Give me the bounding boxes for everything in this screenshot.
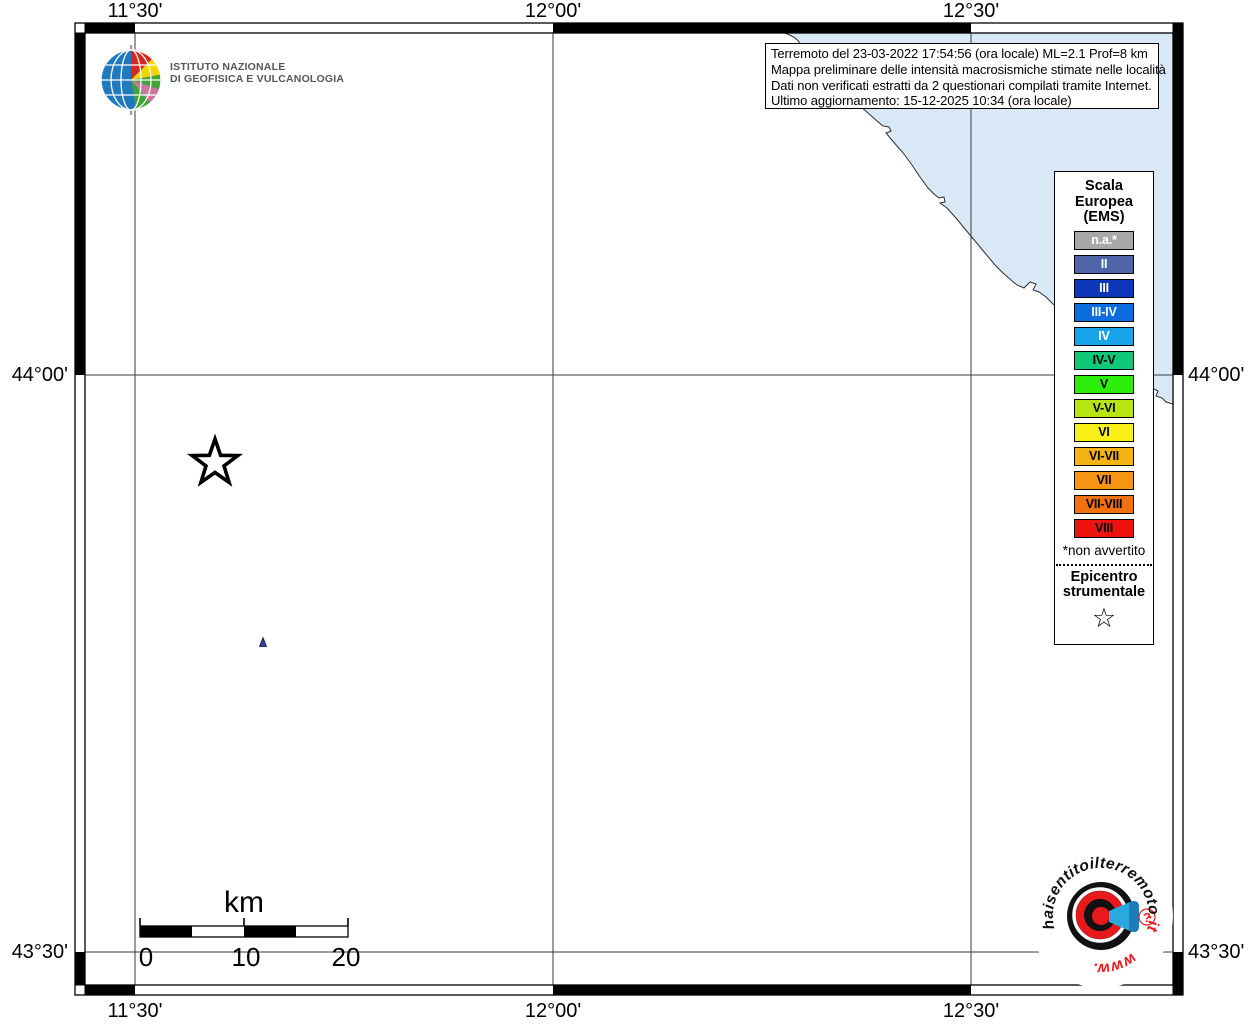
scale-unit-label: km (224, 886, 264, 919)
legend-footnote: *non avvertito (1062, 542, 1146, 558)
legend-title-line3: (EMS) (1083, 209, 1125, 225)
sound-cone-icon (1109, 901, 1139, 932)
legend-item-iv-v: IV-V (1074, 350, 1134, 370)
legend-item-iii-iv: III-IV (1074, 302, 1134, 322)
legend-divider (1056, 563, 1152, 566)
legend-item-v-vi: V-VI (1074, 398, 1134, 418)
scale-tick-10: 10 (231, 942, 261, 972)
coord-label-bottom-center: 12°00' (524, 1000, 582, 1022)
legend-intensity-items: n.a.* II III III-IV IV IV-V V V-VI VI VI-VII VII VI… (1055, 230, 1153, 538)
ingv-globe-icon (100, 45, 162, 115)
earthquake-info-line-1: Terremoto del 23-03-2022 17:54:56 (ora l… (771, 46, 1148, 61)
coord-label-bottom-right: 12°30' (942, 1000, 1000, 1022)
earthquake-info-line-3: Dati non verificati estratti da 2 questi… (771, 77, 1152, 93)
earthquake-info-line-4: Ultimo aggiornamento: 15-12-2025 10:34 (… (771, 93, 1072, 109)
ingv-logo-line2: DI GEOFISICA E VULCANOLOGIA (170, 72, 345, 85)
question-mark-icon: ? (1138, 908, 1156, 926)
legend-item-iii: III (1074, 278, 1134, 298)
scale-tick-0: 0 (138, 942, 154, 972)
legend-item-iv: IV (1074, 326, 1134, 346)
legend-epicenter-line2: strumentale (1062, 584, 1146, 600)
haisentito-logo: ? haisentitoilterremoto .it www. (1030, 847, 1173, 988)
ingv-logo-line1: ISTITUTO NAZIONALE (170, 61, 286, 73)
legend-item-vii-viii: VII-VIII (1074, 494, 1134, 514)
coord-label-top-center: 12°00' (524, 0, 582, 22)
coord-label-left-4330: 43°30' (11, 941, 68, 963)
locality-marker (258, 636, 268, 647)
earthquake-info-lines: Terremoto del 23-03-2022 17:54:56 (ora l… (771, 46, 1166, 109)
coord-label-top-left: 11°30' (107, 0, 163, 22)
legend-title-line1: Scala (1085, 178, 1123, 194)
legend-item-vi: VI (1074, 422, 1134, 442)
legend-item-vii: VII (1074, 470, 1134, 490)
coord-label-left-44: 44°00' (11, 364, 68, 386)
legend-title: Scala Europea (EMS) (1055, 178, 1153, 226)
coord-label-right-44: 44°00' (1188, 364, 1245, 386)
legend-item-vi-vii: VI-VII (1074, 446, 1134, 466)
coord-label-right-4330: 43°30' (1188, 941, 1245, 963)
hsit-text-tld: .it (1143, 915, 1162, 934)
legend-item-viii: VIII (1074, 518, 1134, 538)
coord-label-top-right: 12°30' (942, 0, 1000, 22)
scale-bar (139, 918, 349, 938)
earthquake-info-box: Terremoto del 23-03-2022 17:54:56 (ora l… (765, 43, 1166, 109)
graticule (85, 33, 1173, 985)
ems-legend: Scala Europea (EMS) n.a.* II III III-IV IV IV… (1054, 171, 1154, 645)
scale-tick-20: 20 (331, 942, 361, 972)
legend-item-n-a-: n.a.* (1074, 230, 1134, 250)
question-mark-glyph: ? (1143, 910, 1151, 925)
legend-epicenter-star-icon: ☆ (1091, 602, 1117, 633)
epicenter-star (186, 433, 244, 487)
legend-epicenter-line1: Epicentro (1070, 568, 1138, 585)
coord-label-bottom-left: 11°30' (107, 1000, 163, 1022)
legend-item-ii: II (1074, 254, 1134, 274)
legend-epicenter-label: Epicentro strumentale (1055, 568, 1153, 601)
earthquake-info-line-2: Mappa preliminare delle intensità macros… (771, 61, 1166, 77)
legend-item-v: V (1074, 374, 1134, 394)
ingv-logo-text: ISTITUTO NAZIONALE DI GEOFISICA E VULCAN… (170, 61, 345, 85)
legend-title-line2: Europea (1074, 193, 1133, 210)
map-frame (74, 22, 1184, 996)
